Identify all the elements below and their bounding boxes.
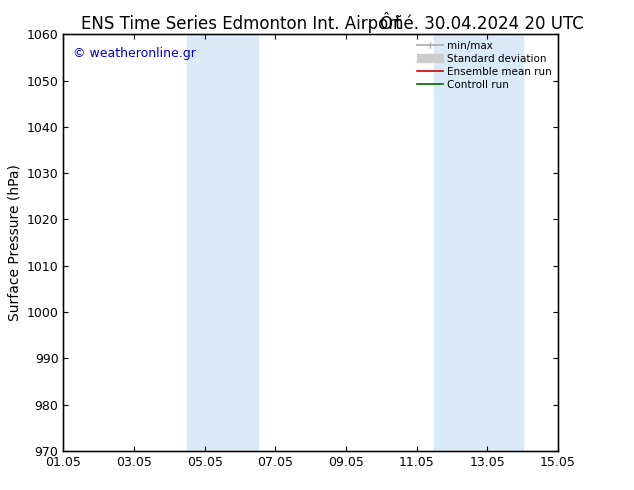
Bar <box>187 34 257 451</box>
Text: © weatheronline.gr: © weatheronline.gr <box>74 47 196 60</box>
Text: ENS Time Series Edmonton Int. Airport: ENS Time Series Edmonton Int. Airport <box>81 15 401 33</box>
Legend: min/max, Standard deviation, Ensemble mean run, Controll run: min/max, Standard deviation, Ensemble me… <box>413 36 556 94</box>
Text: Ôñé. 30.04.2024 20 UTC: Ôñé. 30.04.2024 20 UTC <box>380 15 584 33</box>
Y-axis label: Surface Pressure (hPa): Surface Pressure (hPa) <box>7 164 21 321</box>
Bar <box>434 34 522 451</box>
